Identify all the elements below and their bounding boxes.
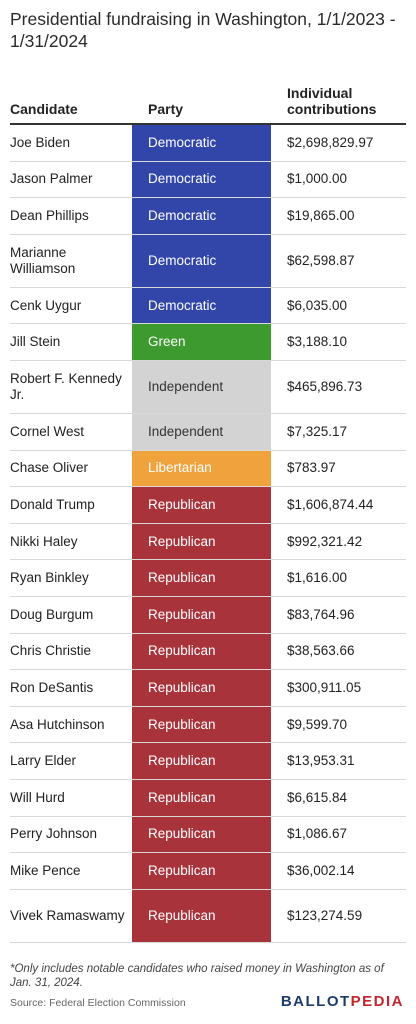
contribution-amount: $1,086.67 [287,826,348,842]
logo-text-ballot: BALLOT [280,993,351,1010]
contribution-amount: $19,865.00 [287,207,355,223]
contribution-amount: $6,035.00 [287,297,348,313]
table-row: Vivek Ramaswamy Republican $123,274.59 [10,889,406,943]
party-cell: Republican [132,779,271,816]
table-row: Doug Burgum Republican $83,764.96 [10,596,406,634]
candidate-name: Perry Johnson [10,826,98,842]
contribution-amount: $465,896.73 [287,378,363,394]
contribution-amount: $36,002.14 [287,862,355,878]
party-cell: Republican [132,633,271,670]
candidate-name: Joe Biden [10,134,71,150]
candidate-name: Ron DeSantis [10,679,94,695]
contribution-amount: $783.97 [287,460,336,476]
table-row: Joe Biden Democratic $2,698,829.97 [10,125,406,162]
candidate-name: Vivek Ramaswamy [10,907,125,923]
candidate-name: Robert F. Kennedy Jr. [10,370,122,402]
candidate-name: Will Hurd [10,789,65,805]
candidate-name: Nikki Haley [10,533,78,549]
contribution-amount: $13,953.31 [287,753,355,769]
party-cell: Independent [132,413,271,450]
page-title: Presidential fundraising in Washington, … [10,9,396,51]
party-cell: Republican [132,596,271,633]
party-cell: Democratic [132,234,271,287]
table-row: Robert F. Kennedy Jr. Independent $465,896… [10,360,406,414]
table-header: Candidate Party Individual contributions [10,78,406,123]
table-row: Marianne Williamson Democratic $62,598.87 [10,234,406,288]
table-row: Jill Stein Green $3,188.10 [10,324,406,361]
table-row: Will Hurd Republican $6,615.84 [10,779,406,817]
party-cell: Democratic [132,287,271,324]
contribution-amount: $992,321.42 [287,533,363,549]
column-header-contributions: Individual contributions [287,85,377,117]
party-cell: Republican [132,816,271,853]
candidate-name: Mike Pence [10,862,81,878]
candidate-name: Doug Burgum [10,606,94,622]
contribution-amount: $38,563.66 [287,643,355,659]
table-row: Mike Pence Republican $36,002.14 [10,853,406,890]
candidate-name: Jason Palmer [10,171,93,187]
table-row: Cenk Uygur Democratic $6,035.00 [10,287,406,325]
party-cell: Democratic [132,125,271,161]
candidate-name: Cornel West [10,423,85,439]
party-cell: Republican [132,560,271,596]
table-row: Jason Palmer Democratic $1,000.00 [10,161,406,199]
candidate-name: Ryan Binkley [10,570,89,586]
table-row: Chris Christie Republican $38,563.66 [10,633,406,671]
footnote: *Only includes notable candidates who ra… [10,963,384,989]
table-row: Perry Johnson Republican $1,086.67 [10,816,406,854]
party-cell: Republican [132,743,271,779]
ballotpedia-logo: BALLOT PEDIA [281,993,404,1010]
contribution-amount: $2,698,829.97 [287,134,374,150]
contribution-amount: $83,764.96 [287,606,355,622]
candidate-name: Marianne Williamson [10,244,76,276]
table-row: Ron DeSantis Republican $300,911.05 [10,670,406,707]
contribution-amount: $1,616.00 [287,570,348,586]
party-cell: Republican [132,889,271,942]
logo-text-pedia: PEDIA [350,993,404,1010]
contribution-amount: $1,000.00 [287,171,348,187]
candidate-name: Chris Christie [10,643,92,659]
candidate-name: Chase Oliver [10,460,89,476]
party-cell: Independent [132,360,271,413]
candidate-name: Asa Hutchinson [10,716,105,732]
table-row: Larry Elder Republican $13,953.31 [10,743,406,780]
candidate-name: Jill Stein [10,334,61,350]
party-cell: Republican [132,487,271,523]
table-row: Cornel West Independent $7,325.17 [10,413,406,451]
table-row: Chase Oliver Libertarian $783.97 [10,450,406,488]
party-cell: Libertarian [132,450,271,487]
header-divider [10,123,406,125]
contribution-amount: $3,188.10 [287,334,348,350]
table-row: Ryan Binkley Republican $1,616.00 [10,560,406,597]
column-header-candidate: Candidate [10,101,78,117]
party-cell: Republican [132,670,271,706]
table-row: Donald Trump Republican $1,606,874.44 [10,487,406,524]
column-header-party: Party [148,101,184,117]
contribution-amount: $6,615.84 [287,789,348,805]
candidate-name: Donald Trump [10,496,95,512]
contribution-amount: $300,911.05 [287,679,362,695]
party-cell: Democratic [132,161,271,198]
contribution-amount: $9,599.70 [287,716,348,732]
party-cell: Republican [132,523,271,560]
table-row: Asa Hutchinson Republican $9,599.70 [10,706,406,744]
candidate-name: Dean Phillips [10,207,89,223]
party-cell: Democratic [132,198,271,234]
source-note: Source: Federal Election Commission [10,997,186,1009]
contribution-amount: $62,598.87 [287,252,355,268]
contribution-amount: $7,325.17 [287,423,348,439]
party-cell: Republican [132,853,271,889]
candidate-name: Larry Elder [10,753,77,769]
contribution-amount: $1,606,874.44 [287,496,374,512]
party-cell: Green [132,324,271,360]
contribution-amount: $123,274.59 [287,907,363,923]
candidate-name: Cenk Uygur [10,297,82,313]
table-body: Joe Biden Democratic $2,698,829.97 Jason Pa… [10,125,406,943]
table-row: Dean Phillips Democratic $19,865.00 [10,198,406,235]
party-cell: Republican [132,706,271,743]
table-row: Nikki Haley Republican $992,321.42 [10,523,406,561]
